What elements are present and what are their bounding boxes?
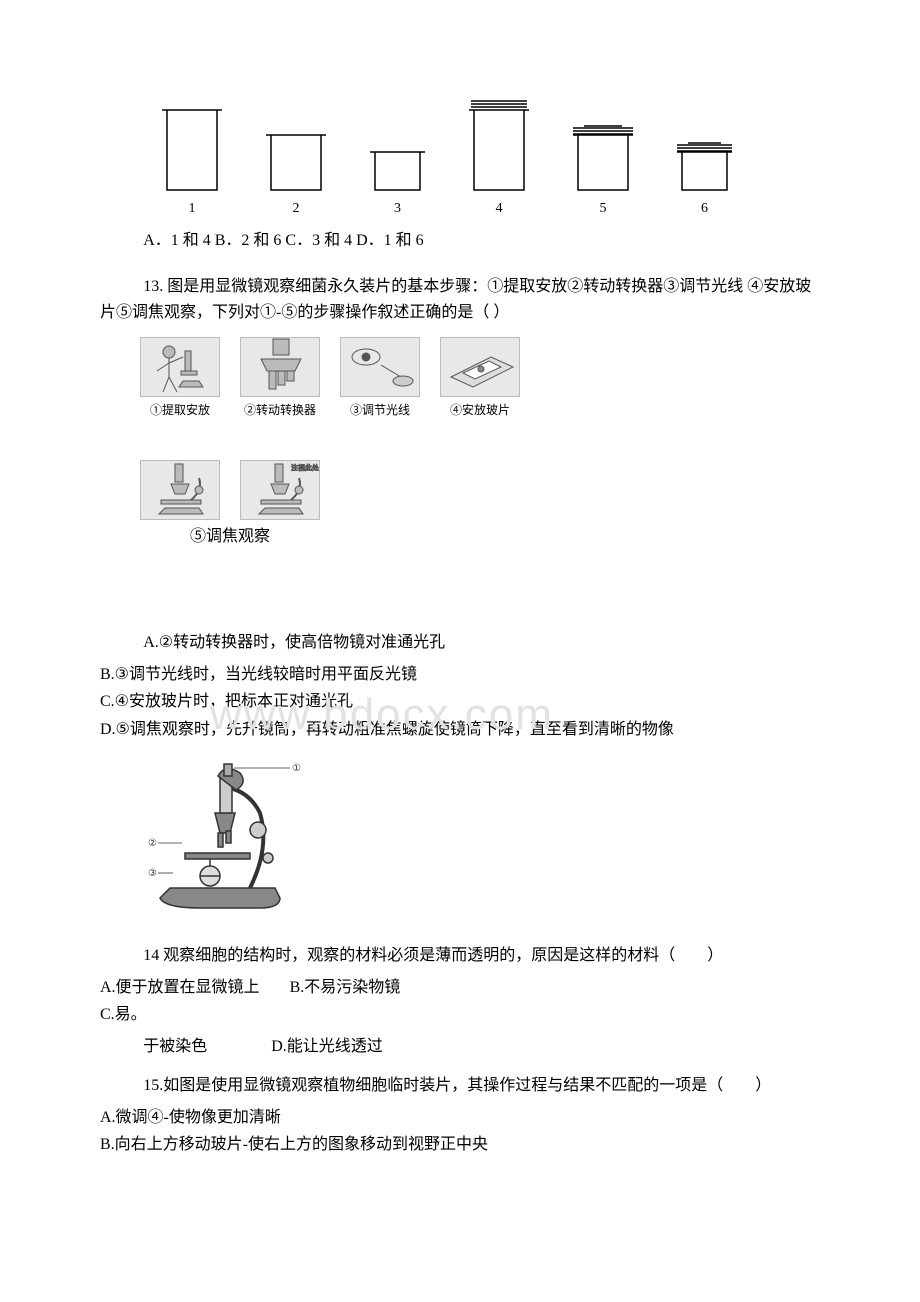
svg-text:②: ② — [148, 838, 157, 849]
q13-steps-figure: ①提取安放 ②转动转换器 ③调节光线 ④安放玻片注视此处 ⑤调焦观察 — [100, 337, 820, 550]
step-caption: ②转动转换器 — [244, 401, 316, 420]
q12-beakers-figure: 1 2 3 4 5 6 — [100, 100, 820, 220]
q13-step-item: ④安放玻片 — [440, 337, 520, 420]
beaker-item: 2 — [264, 125, 328, 220]
q14-option-d: D.能让光线透过 — [271, 1038, 383, 1055]
beaker-item: 6 — [675, 142, 734, 220]
q13-step-item: ①提取安放 — [140, 337, 220, 420]
beaker-label: 6 — [701, 198, 708, 220]
q15-option-a: A.微调④-使物像更加清晰 — [100, 1105, 820, 1131]
step-caption: ⑤调焦观察 — [190, 524, 270, 550]
svg-text:①: ① — [292, 763, 301, 774]
step-caption: ③调节光线 — [350, 401, 410, 420]
q14-options-line1: A.便于放置在显微镜上 B.不易污染物镜 — [100, 975, 820, 1001]
step-caption: ④安放玻片 — [450, 401, 510, 420]
beaker-label: 3 — [394, 198, 401, 220]
step-thumbnail — [340, 337, 420, 397]
q13-option-d: D.⑤调焦观察时，先升镜筒，再转动粗准焦螺旋使镜筒下降，直至看到清晰的物像 — [100, 717, 820, 743]
step-thumbnail — [140, 460, 220, 520]
step-caption: ①提取安放 — [150, 401, 210, 420]
beaker-label: 2 — [293, 198, 300, 220]
q14-option-c-cont: 于被染色 — [143, 1038, 207, 1055]
step-thumbnail: 注视此处 — [240, 460, 320, 520]
beaker-item: 5 — [571, 125, 635, 220]
q13-step-item: ②转动转换器 — [240, 337, 320, 420]
q13-option-a: A.②转动转换器时，使高倍物镜对准通光孔 — [100, 630, 820, 656]
step-thumbnail — [140, 337, 220, 397]
beaker-label: 1 — [189, 198, 196, 220]
q13-option-c: C.④安放玻片时，把标本正对通光孔 — [100, 689, 820, 715]
q14-stem: 14 观察细胞的结构时，观察的材料必须是薄而透明的，原因是这样的材料（ ） — [100, 943, 820, 969]
beaker-label: 5 — [600, 198, 607, 220]
q13-stem: 13. 图是用显微镜观察细菌永久装片的基本步骤：①提取安放②转动转换器③调节光线… — [100, 274, 820, 325]
q13-step-item: ③调节光线 — [340, 337, 420, 420]
q13-option-b: B.③调节光线时，当光线较暗时用平面反光镜 — [100, 662, 820, 688]
beaker-item: 1 — [160, 100, 224, 220]
q13-step-item: 注视此处 ⑤调焦观察 — [140, 460, 320, 550]
q14-option-a: A.便于放置在显微镜上 — [100, 975, 260, 1001]
svg-text:注视此处: 注视此处 — [291, 463, 319, 472]
q14-option-c-prefix: C.易。 — [100, 1002, 820, 1028]
q15-option-b: B.向右上方移动玻片-使右上方的图象移动到视野正中央 — [100, 1132, 820, 1158]
beaker-item: 3 — [368, 142, 427, 220]
svg-text:③: ③ — [148, 868, 157, 879]
step-thumbnail — [440, 337, 520, 397]
microscope-figure: ① ② ③ — [100, 758, 820, 927]
q12-answer-options: A．1 和 4 B．2 和 6 C．3 和 4 D．1 和 6 — [100, 228, 820, 254]
beaker-item: 4 — [467, 100, 531, 220]
step-thumbnail — [240, 337, 320, 397]
q14-option-b: B.不易污染物镜 — [290, 975, 401, 1001]
q15-stem: 15.如图是使用显微镜观察植物细胞临时装片，其操作过程与结果不匹配的一项是（ ） — [100, 1073, 820, 1099]
q14-options-line2: 于被染色 D.能让光线透过 — [100, 1034, 820, 1060]
beaker-label: 4 — [496, 198, 503, 220]
